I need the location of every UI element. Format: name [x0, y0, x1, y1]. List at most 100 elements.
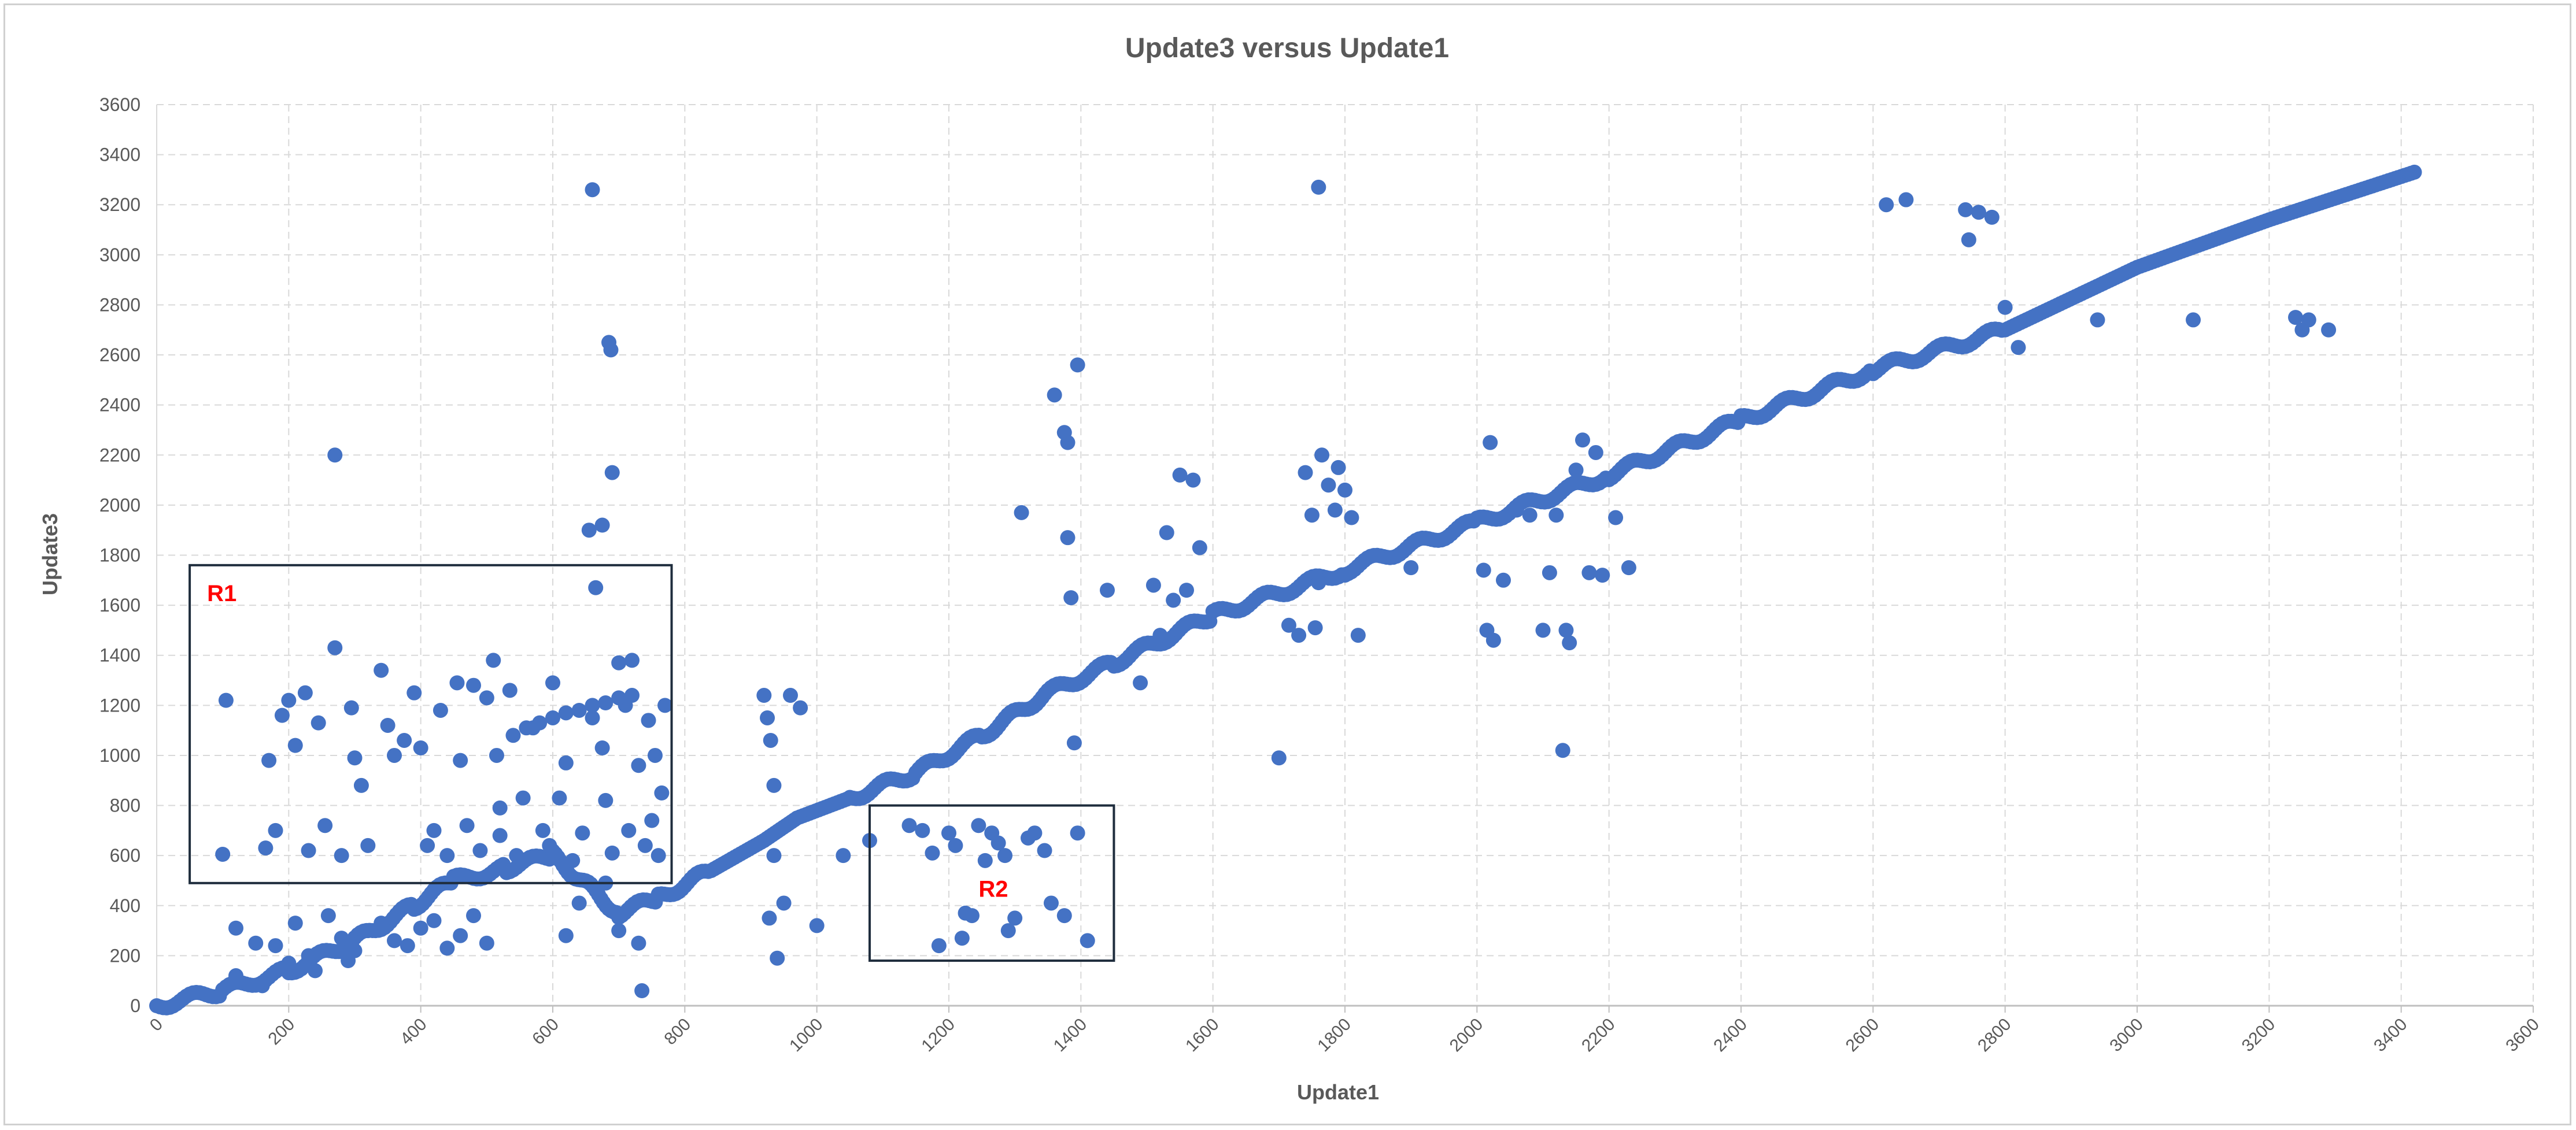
- scatter-point: [637, 838, 653, 853]
- scatter-point: [763, 732, 778, 748]
- scatter-point: [1179, 583, 1194, 598]
- scatter-point: [941, 825, 956, 841]
- scatter-point: [1575, 432, 1590, 448]
- y-axis-label: Update3: [38, 513, 62, 595]
- scatter-point: [931, 938, 947, 954]
- scatter-point: [281, 955, 297, 971]
- scatter-point: [783, 688, 798, 703]
- scatter-point: [218, 692, 234, 708]
- scatter-point: [489, 747, 504, 763]
- scatter-point: [1314, 447, 1330, 463]
- scatter-point: [603, 342, 619, 358]
- scatter-point: [991, 835, 1006, 851]
- scatter-point: [760, 710, 775, 725]
- grid-lines: [157, 104, 2534, 1006]
- scatter-point: [901, 818, 917, 833]
- scatter-point: [1558, 623, 1574, 638]
- scatter-point: [1043, 895, 1059, 911]
- y-tick-label: 1600: [99, 595, 141, 616]
- scatter-point: [308, 963, 323, 979]
- y-tick-label: 200: [110, 945, 141, 966]
- x-tick-label: 3400: [2370, 1015, 2411, 1056]
- scatter-point: [1133, 675, 1148, 691]
- scatter-point: [301, 843, 316, 858]
- scatter-point: [585, 710, 600, 725]
- scatter-point: [1060, 530, 1076, 546]
- scatter-point: [2301, 312, 2316, 328]
- scatter-point: [334, 848, 349, 864]
- scatter-point: [459, 818, 475, 833]
- scatter-point: [327, 640, 343, 655]
- scatter-point: [268, 938, 283, 954]
- scatter-point: [287, 738, 303, 753]
- scatter-point: [575, 825, 590, 841]
- scatter-point: [287, 916, 303, 931]
- scatter-point: [611, 923, 627, 939]
- scatter-point: [1192, 540, 1207, 555]
- scatter-point: [585, 698, 600, 713]
- scatter-point: [2288, 310, 2303, 325]
- y-tick-label: 1400: [99, 645, 141, 666]
- scatter-point: [387, 933, 402, 949]
- scatter-point: [509, 848, 524, 864]
- scatter-point: [604, 465, 620, 480]
- scatter-point: [634, 983, 650, 999]
- scatter-point: [519, 720, 534, 736]
- scatter-point: [2010, 340, 2026, 355]
- scatter-point: [1291, 628, 1307, 643]
- scatter-point: [1070, 825, 1085, 841]
- scatter-point: [466, 908, 481, 924]
- scatter-point: [588, 580, 604, 595]
- scatter-point: [413, 920, 428, 936]
- scatter-point: [1014, 505, 1029, 520]
- scatter-point: [1568, 462, 1584, 478]
- scatter-point: [611, 655, 627, 670]
- y-tick-label: 1200: [99, 695, 141, 716]
- scatter-point: [1621, 560, 1636, 576]
- scatter-point: [406, 685, 422, 701]
- scatter-point: [1307, 620, 1323, 636]
- x-axis-label: Update1: [1297, 1080, 1379, 1104]
- scatter-point: [320, 908, 336, 924]
- scatter-point: [598, 695, 613, 711]
- scatter-point: [756, 688, 772, 703]
- scatter-point: [651, 848, 666, 864]
- scatter-point: [1027, 825, 1043, 841]
- scatter-point: [1159, 525, 1174, 540]
- scatter-point: [1997, 299, 2013, 315]
- scatter-point: [380, 717, 396, 733]
- scatter-point: [261, 753, 277, 768]
- scatter-point: [1535, 623, 1551, 638]
- scatter-point: [360, 838, 376, 853]
- y-tick-label: 3200: [99, 194, 141, 215]
- x-tick-label: 2200: [1578, 1015, 1619, 1056]
- scatter-point: [997, 848, 1013, 864]
- scatter-point: [2090, 312, 2105, 328]
- x-tick-label: 400: [397, 1015, 431, 1049]
- scatter-point: [1958, 202, 1973, 217]
- scatter-point: [1595, 568, 1610, 583]
- scatter-point: [558, 755, 574, 770]
- scatter-point: [347, 750, 363, 766]
- scatter-point: [1509, 502, 1524, 518]
- x-tick-label: 1400: [1050, 1015, 1091, 1056]
- x-tick-label: 1000: [786, 1015, 827, 1056]
- scatter-point: [1152, 628, 1168, 643]
- scatter-point: [1971, 205, 1986, 220]
- scatter-point: [770, 950, 785, 966]
- x-tick-label: 1600: [1182, 1015, 1223, 1056]
- scatter-point: [571, 895, 587, 911]
- region-label-r2: R2: [978, 877, 1008, 902]
- scatter-point: [1304, 507, 1320, 523]
- scatter-point: [948, 838, 963, 853]
- scatter-point: [1403, 560, 1419, 576]
- region-box: [189, 564, 673, 884]
- scatter-point: [964, 908, 980, 924]
- chart-frame: 0 200 400 600 800 1000 1200 1400 1600 1800 2000 220…: [3, 3, 2571, 1125]
- scatter-point: [228, 968, 243, 984]
- scatter-point: [1185, 472, 1201, 488]
- chart-title: Update3 versus Update1: [1125, 33, 1449, 64]
- scatter-point: [486, 653, 501, 668]
- scatter-point: [1581, 565, 1597, 580]
- y-tick-label: 600: [110, 845, 141, 866]
